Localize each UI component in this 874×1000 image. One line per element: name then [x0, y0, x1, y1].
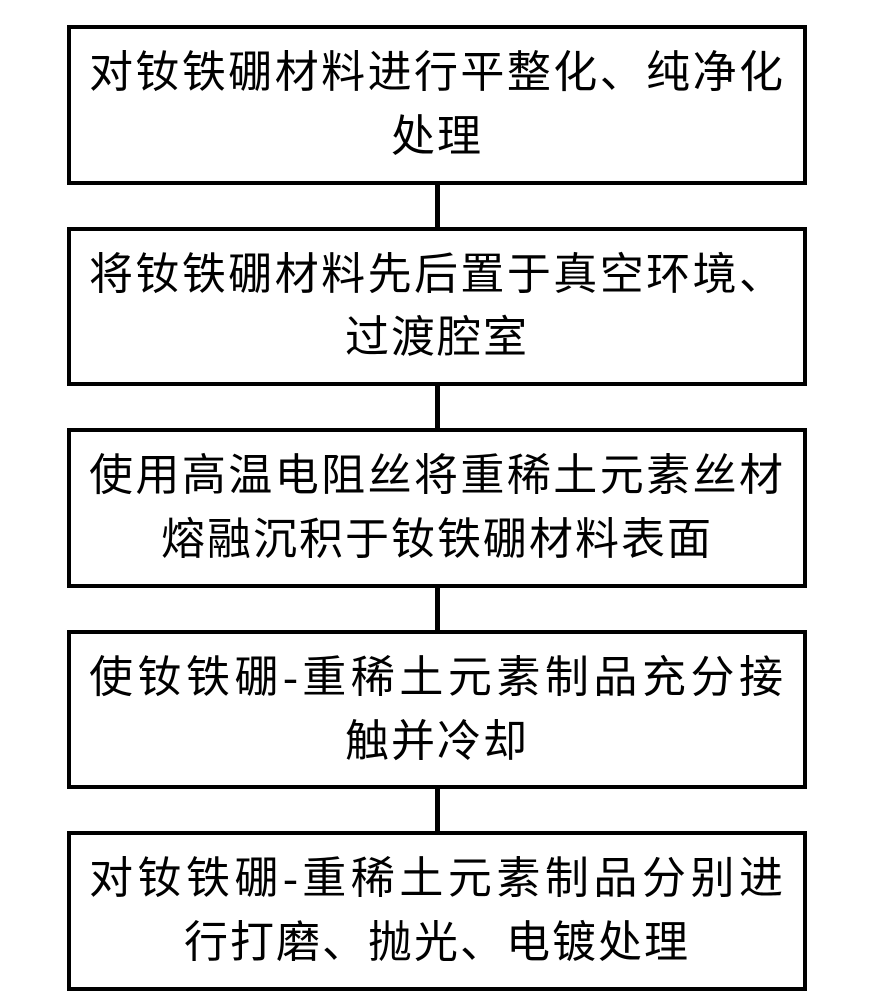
step-box-2: 将钕铁硼材料先后置于真空环境、过渡腔室 [67, 227, 807, 387]
connector-4 [435, 789, 440, 831]
connector-1 [435, 185, 440, 227]
step-text-3: 使用高温电阻丝将重稀土元素丝材熔融沉积于钕铁硼材料表面 [89, 444, 785, 572]
step-text-4: 使钕铁硼-重稀土元素制品充分接触并冷却 [89, 646, 785, 774]
step-box-1: 对钕铁硼材料进行平整化、纯净化处理 [67, 25, 807, 185]
step-text-5: 对钕铁硼-重稀土元素制品分别进行打磨、抛光、电镀处理 [89, 847, 785, 975]
step-text-1: 对钕铁硼材料进行平整化、纯净化处理 [89, 41, 785, 169]
step-box-4: 使钕铁硼-重稀土元素制品充分接触并冷却 [67, 630, 807, 790]
step-box-3: 使用高温电阻丝将重稀土元素丝材熔融沉积于钕铁硼材料表面 [67, 428, 807, 588]
connector-2 [435, 386, 440, 428]
step-text-2: 将钕铁硼材料先后置于真空环境、过渡腔室 [89, 243, 785, 371]
connector-3 [435, 588, 440, 630]
process-flowchart: 对钕铁硼材料进行平整化、纯净化处理 将钕铁硼材料先后置于真空环境、过渡腔室 使用… [67, 25, 807, 991]
step-box-5: 对钕铁硼-重稀土元素制品分别进行打磨、抛光、电镀处理 [67, 831, 807, 991]
